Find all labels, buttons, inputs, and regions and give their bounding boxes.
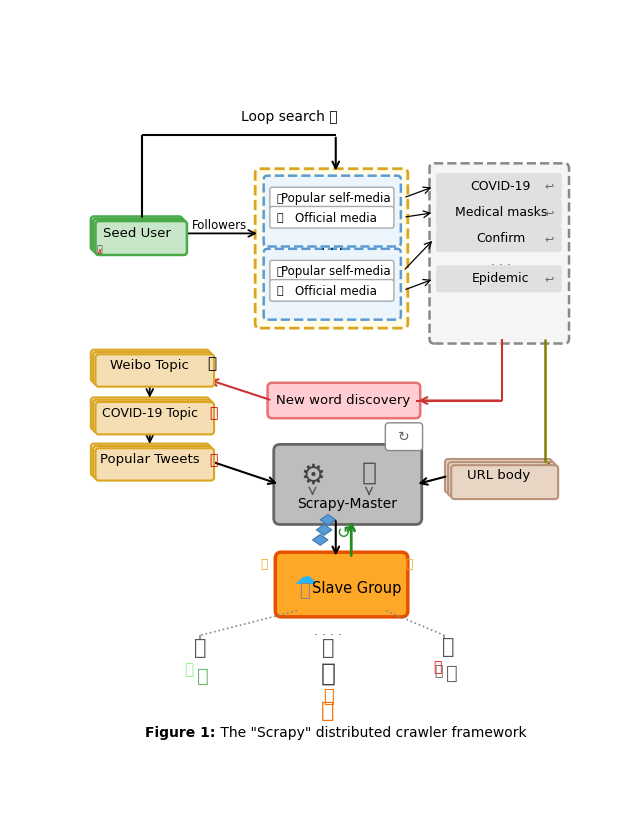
FancyBboxPatch shape	[385, 423, 422, 451]
FancyBboxPatch shape	[93, 352, 212, 384]
FancyBboxPatch shape	[95, 402, 214, 434]
Text: . . . .: . . . .	[314, 625, 342, 638]
FancyBboxPatch shape	[95, 448, 214, 481]
Text: 🧑: 🧑	[276, 286, 284, 296]
Polygon shape	[316, 524, 332, 535]
Text: Scrapy-Master: Scrapy-Master	[298, 498, 397, 512]
Text: Figure 1:: Figure 1:	[145, 726, 216, 740]
FancyBboxPatch shape	[268, 382, 420, 418]
Text: Seed User: Seed User	[102, 227, 170, 240]
Text: Popular self-media: Popular self-media	[281, 266, 390, 278]
Text: ↩: ↩	[544, 181, 554, 191]
Text: 💬: 💬	[406, 558, 413, 571]
FancyBboxPatch shape	[448, 462, 555, 496]
Text: ↻: ↻	[398, 430, 410, 443]
Text: 🌐: 🌐	[196, 666, 209, 686]
Text: 📄: 📄	[184, 662, 193, 677]
FancyBboxPatch shape	[445, 459, 552, 493]
FancyBboxPatch shape	[264, 175, 401, 246]
FancyBboxPatch shape	[91, 443, 209, 476]
Text: 🧑: 🧑	[276, 213, 284, 223]
Text: ↺: ↺	[337, 524, 351, 542]
Text: Loop search 🚀: Loop search 🚀	[241, 110, 337, 124]
FancyBboxPatch shape	[264, 249, 401, 320]
Text: Followers: Followers	[192, 220, 247, 232]
FancyBboxPatch shape	[93, 446, 212, 478]
FancyBboxPatch shape	[95, 221, 187, 255]
FancyBboxPatch shape	[91, 350, 209, 382]
Text: 🔥: 🔥	[207, 356, 216, 371]
Text: 🧑: 🧑	[276, 194, 284, 204]
Text: COVID-19: COVID-19	[470, 180, 531, 193]
Text: 💬: 💬	[260, 558, 268, 571]
Text: 🚫: 🚫	[433, 660, 442, 675]
Text: 📄: 📄	[362, 460, 376, 484]
Text: COVID-19 Topic: COVID-19 Topic	[102, 407, 198, 420]
Text: New word discovery: New word discovery	[276, 394, 411, 407]
Text: 🌐: 🌐	[321, 701, 335, 721]
FancyBboxPatch shape	[436, 174, 561, 200]
Text: . . .: . . .	[491, 256, 511, 268]
Text: 🕷: 🕷	[322, 639, 334, 659]
Text: Slave Group: Slave Group	[312, 581, 401, 596]
Text: 🧑: 🧑	[276, 267, 284, 277]
Text: Popular self-media: Popular self-media	[281, 192, 390, 205]
Text: 🏛: 🏛	[300, 582, 310, 600]
FancyBboxPatch shape	[436, 266, 561, 292]
Text: Confirm: Confirm	[476, 232, 525, 245]
Text: 💥: 💥	[209, 407, 218, 421]
FancyBboxPatch shape	[93, 219, 184, 253]
Text: 📄: 📄	[323, 688, 333, 706]
FancyBboxPatch shape	[436, 200, 561, 225]
Text: URL body: URL body	[467, 469, 530, 483]
FancyBboxPatch shape	[436, 225, 561, 252]
FancyBboxPatch shape	[91, 397, 209, 430]
Text: The "Scrapy" distributed crawler framework: The "Scrapy" distributed crawler framewo…	[216, 726, 526, 740]
Text: 🌐: 🌐	[446, 665, 458, 683]
FancyBboxPatch shape	[95, 354, 214, 387]
Text: Epidemic: Epidemic	[472, 272, 530, 286]
FancyBboxPatch shape	[270, 187, 394, 209]
Text: . . .: . . .	[321, 239, 343, 253]
FancyBboxPatch shape	[274, 444, 422, 524]
Text: Official media: Official media	[295, 211, 377, 225]
Text: ↩: ↩	[544, 274, 554, 284]
Text: Official media: Official media	[295, 285, 377, 297]
FancyBboxPatch shape	[270, 206, 394, 228]
Text: 🕷: 🕷	[321, 662, 335, 686]
Text: 👤: 👤	[97, 243, 102, 253]
Polygon shape	[320, 514, 336, 525]
FancyBboxPatch shape	[270, 280, 394, 301]
Text: 🕷: 🕷	[442, 637, 454, 657]
Text: Popular Tweets: Popular Tweets	[100, 453, 200, 466]
FancyBboxPatch shape	[255, 169, 408, 328]
Text: ↩: ↩	[544, 208, 554, 218]
FancyBboxPatch shape	[270, 261, 394, 282]
FancyBboxPatch shape	[275, 552, 408, 617]
FancyBboxPatch shape	[429, 164, 569, 343]
FancyBboxPatch shape	[451, 465, 558, 499]
Text: Weibo Topic: Weibo Topic	[110, 359, 189, 372]
Polygon shape	[312, 534, 328, 545]
Text: ⚙: ⚙	[300, 462, 325, 490]
Text: ✗: ✗	[97, 249, 102, 255]
Text: Medical masks: Medical masks	[454, 206, 547, 219]
FancyBboxPatch shape	[93, 400, 212, 432]
Text: ↩: ↩	[544, 234, 554, 244]
FancyBboxPatch shape	[91, 216, 182, 250]
Text: ☁: ☁	[294, 568, 316, 588]
Text: 📄: 📄	[434, 665, 442, 679]
Text: 🕷: 🕷	[194, 639, 206, 659]
Text: 💥: 💥	[209, 453, 218, 467]
